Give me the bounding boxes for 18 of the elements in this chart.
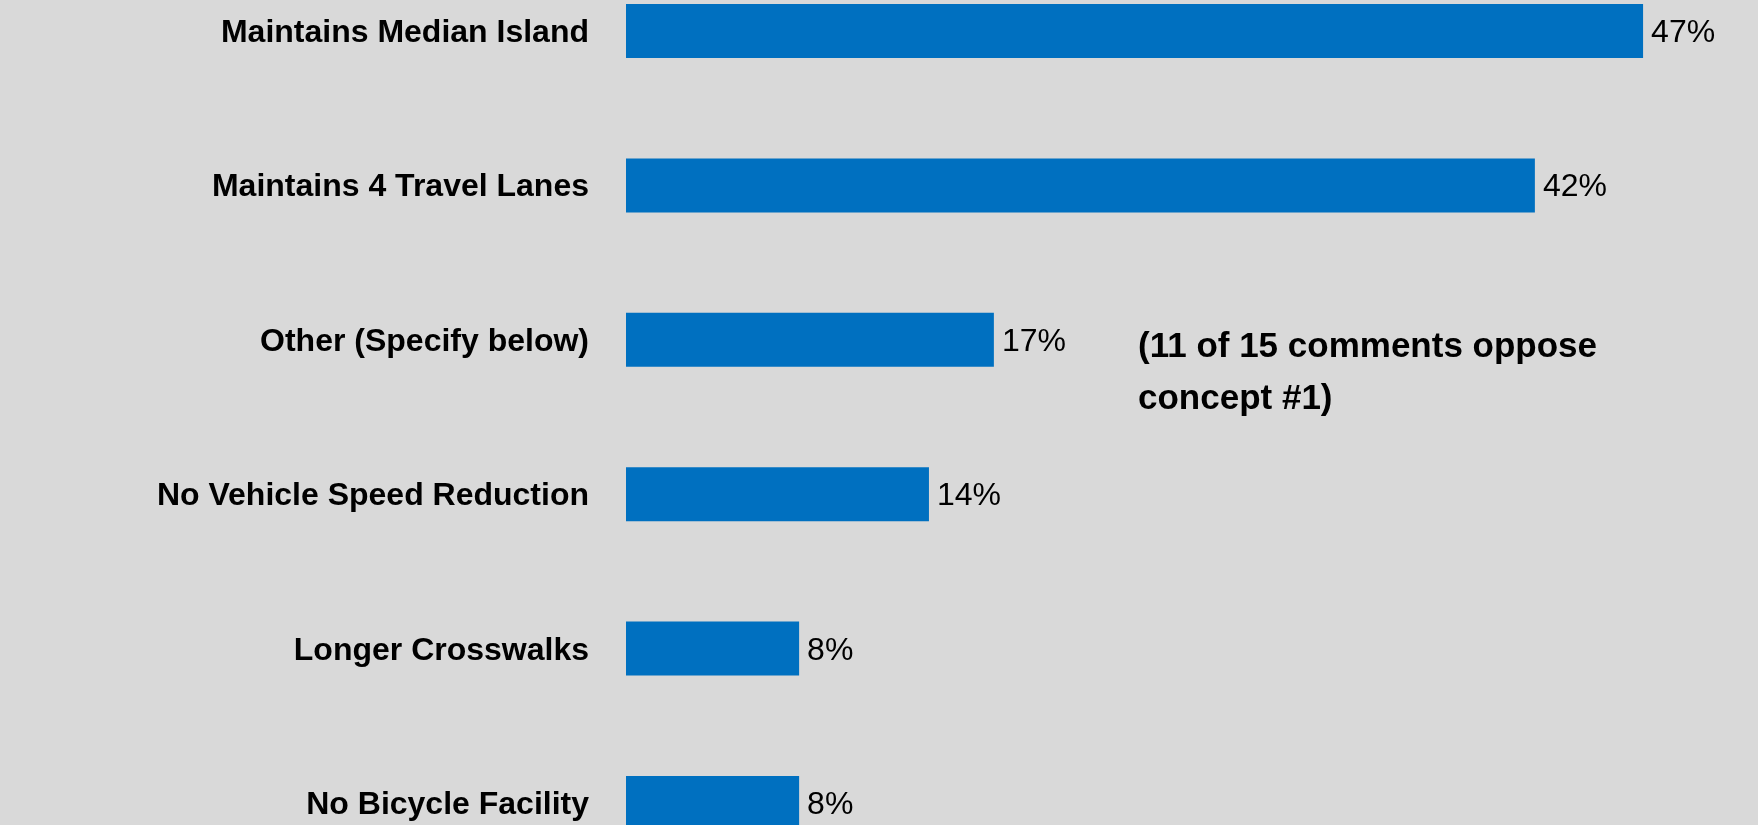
y-tick-label: Maintains Median Island: [220, 13, 589, 49]
y-tick-label: Maintains 4 Travel Lanes: [211, 167, 589, 204]
data-label: 8%: [807, 785, 854, 821]
bar: [626, 467, 929, 522]
bar: [626, 312, 994, 367]
data-label: 17%: [1001, 321, 1066, 358]
y-tick-label: No Vehicle Speed Reduction: [156, 476, 589, 513]
bar: [626, 158, 1535, 213]
data-label: 8%: [807, 630, 854, 667]
annotation: (11 of 15 comments oppose concept #1): [1138, 324, 1607, 416]
y-tick-label: Other (Specify below): [260, 321, 589, 358]
bar: [626, 4, 1644, 58]
y-tick-label: Longer Crosswalks: [293, 630, 589, 667]
bar: [626, 621, 800, 676]
data-label: 42%: [1542, 167, 1607, 204]
data-label: 47%: [1651, 13, 1716, 49]
data-label: 14%: [936, 476, 1002, 513]
y-tick-label: No Bicycle Facility: [306, 785, 590, 821]
